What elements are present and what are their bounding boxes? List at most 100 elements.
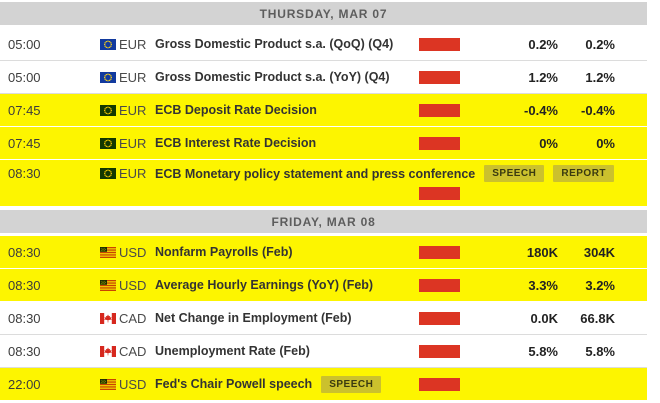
event-row[interactable]: 05:00 EUR Gross Domestic Product s.a. (Y…: [0, 61, 647, 94]
currency-flag-icon: [100, 378, 116, 390]
impact-bar-icon: [419, 245, 460, 259]
currency-flag-icon: [100, 104, 116, 116]
event-rows: 08:30 USD Nonfarm Payrolls (Feb) 180K 30…: [0, 236, 647, 401]
currency-code: USD: [119, 244, 147, 260]
calendar-day-section: FRIDAY, MAR 08 08:30 USD Nonfarm Payroll…: [0, 210, 647, 401]
currency-flag-icon: [100, 137, 116, 149]
currency-flag-icon: [100, 71, 116, 83]
event-row[interactable]: 05:00 EUR Gross Domestic Product s.a. (Q…: [0, 28, 647, 61]
impact-bar-icon: [419, 70, 460, 84]
event-time: 08:30: [8, 343, 41, 359]
currency-cell: EUR: [100, 166, 155, 181]
currency-code: CAD: [119, 310, 147, 326]
event-time: 05:00: [8, 36, 41, 52]
event-value-2: 3.2%: [585, 277, 615, 293]
event-value-2: 0.2%: [585, 36, 615, 52]
event-title-cell: ECB Deposit Rate Decision: [155, 103, 419, 117]
event-title: ECB Monetary policy statement and press …: [155, 166, 476, 181]
day-header-label: FRIDAY, MAR 08: [271, 214, 376, 229]
event-title: Gross Domestic Product s.a. (QoQ) (Q4): [155, 37, 394, 51]
impact-cell: [419, 377, 462, 391]
currency-code: EUR: [119, 102, 147, 118]
currency-code: EUR: [119, 166, 147, 181]
currency-code: CAD: [119, 343, 147, 359]
day-header: THURSDAY, MAR 07: [0, 2, 647, 25]
calendar-day-section: THURSDAY, MAR 07 05:00 EUR Gross Domesti…: [0, 2, 647, 207]
currency-cell: EUR: [100, 103, 155, 118]
currency-code: EUR: [119, 135, 147, 151]
currency-cell: EUR: [100, 37, 155, 52]
currency-flag-icon: [100, 246, 116, 258]
event-time: 07:45: [8, 102, 41, 118]
event-title-cell: Gross Domestic Product s.a. (QoQ) (Q4): [155, 37, 419, 51]
event-title: Unemployment Rate (Feb): [155, 344, 310, 358]
currency-flag-icon: [100, 345, 116, 357]
currency-code: EUR: [119, 36, 147, 52]
event-value-2: 66.8K: [580, 310, 615, 326]
event-value-2: 304K: [583, 244, 615, 260]
event-value-1: 180K: [526, 244, 558, 260]
event-row[interactable]: 08:30 CAD Unemployment Rate (Feb) 5.8% 5…: [0, 335, 647, 368]
event-badge[interactable]: SPEECH: [484, 165, 545, 182]
event-title: Fed's Chair Powell speech: [155, 377, 313, 391]
currency-cell: USD: [100, 278, 155, 293]
event-title-cell: ECB Interest Rate Decision: [155, 136, 419, 150]
event-value-1: 1.2%: [528, 69, 558, 85]
event-time: 08:30: [8, 166, 41, 181]
event-value-2: 1.2%: [585, 69, 615, 85]
currency-flag-icon: [100, 168, 116, 179]
currency-cell: USD: [100, 377, 155, 392]
event-value-1: 3.3%: [528, 277, 558, 293]
event-row[interactable]: 07:45 EUR ECB Deposit Rate Decision -0.4…: [0, 94, 647, 127]
event-title-cell: Nonfarm Payrolls (Feb): [155, 245, 419, 259]
impact-bar-icon: [419, 278, 460, 292]
currency-code: EUR: [119, 69, 147, 85]
day-header-label: THURSDAY, MAR 07: [259, 6, 388, 21]
economic-calendar: THURSDAY, MAR 07 05:00 EUR Gross Domesti…: [0, 2, 647, 401]
event-row[interactable]: 08:30 USD Nonfarm Payrolls (Feb) 180K 30…: [0, 236, 647, 269]
event-row[interactable]: 08:30 EUR ECB Monetary policy statement …: [0, 160, 647, 207]
event-title-cell: ECB Monetary policy statement and press …: [155, 165, 615, 182]
event-title-cell: Gross Domestic Product s.a. (YoY) (Q4): [155, 70, 419, 84]
impact-cell: [419, 70, 462, 84]
event-title: Average Hourly Earnings (YoY) (Feb): [155, 278, 374, 292]
currency-cell: USD: [100, 245, 155, 260]
event-value-1: -0.4%: [524, 102, 558, 118]
impact-bar-icon: [419, 37, 460, 51]
impact-bar-icon: [419, 187, 460, 200]
event-value-2: 0%: [596, 135, 615, 151]
event-time: 05:00: [8, 69, 41, 85]
event-time: 08:30: [8, 244, 41, 260]
impact-bar-icon: [419, 103, 460, 117]
impact-cell: [419, 37, 462, 51]
event-time: 08:30: [8, 310, 41, 326]
event-row[interactable]: 08:30 USD Average Hourly Earnings (YoY) …: [0, 269, 647, 302]
impact-cell: [155, 187, 615, 200]
currency-flag-icon: [100, 38, 116, 50]
event-title: ECB Deposit Rate Decision: [155, 103, 317, 117]
event-badge[interactable]: REPORT: [553, 165, 615, 182]
currency-flag-icon: [100, 279, 116, 291]
event-badge[interactable]: SPEECH: [321, 375, 382, 393]
event-title-cell: Net Change in Employment (Feb): [155, 311, 419, 325]
event-value-2: 5.8%: [585, 343, 615, 359]
currency-code: USD: [119, 277, 147, 293]
impact-cell: [419, 245, 462, 259]
event-row[interactable]: 22:00 USD Fed's Chair Powell speech SPEE…: [0, 368, 647, 401]
event-row[interactable]: 07:45 EUR ECB Interest Rate Decision 0% …: [0, 127, 647, 160]
currency-cell: EUR: [100, 70, 155, 85]
currency-code: USD: [119, 376, 147, 392]
event-value-1: 0.0K: [530, 310, 558, 326]
impact-cell: [419, 136, 462, 150]
event-value-2: -0.4%: [581, 102, 615, 118]
day-header: FRIDAY, MAR 08: [0, 210, 647, 233]
event-title: Gross Domestic Product s.a. (YoY) (Q4): [155, 70, 390, 84]
event-title: Nonfarm Payrolls (Feb): [155, 245, 293, 259]
impact-cell: [419, 311, 462, 325]
currency-cell: CAD: [100, 344, 155, 359]
event-value-1: 0.2%: [528, 36, 558, 52]
event-title-cell: Unemployment Rate (Feb): [155, 344, 419, 358]
event-row[interactable]: 08:30 CAD Net Change in Employment (Feb)…: [0, 302, 647, 335]
event-value-1: 5.8%: [528, 343, 558, 359]
